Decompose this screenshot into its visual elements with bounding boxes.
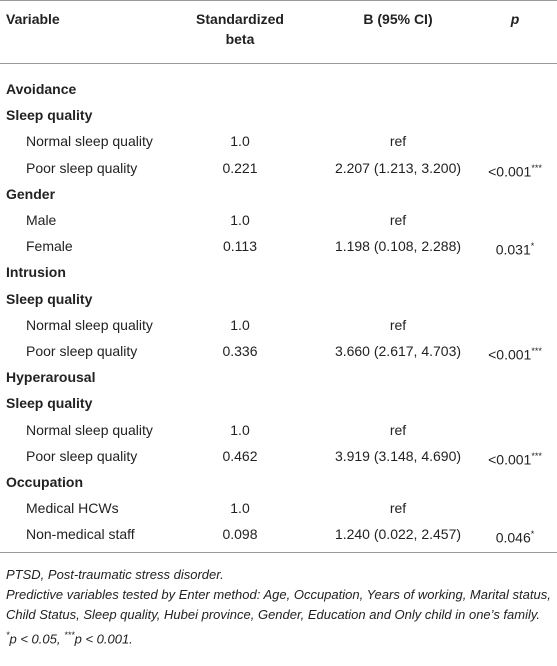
cell: 1.198 (0.108, 2.288) [334,238,462,255]
cell-note: *** [531,346,542,356]
table-row: Avoidance [0,76,557,102]
footnote-text: p < 0.001. [74,631,133,647]
header-line: Standardized [196,11,284,27]
subgroup-title: Sleep quality [6,395,93,412]
table-row: Sleep quality [0,286,557,312]
cell: ref [389,212,407,228]
cell: <0.001*** [478,443,552,473]
cell: 2.207 (1.213, 3.200) [334,159,462,176]
cell: 1.0 [230,212,250,228]
rule [0,552,557,553]
cell: <0.001*** [478,155,552,185]
table-row: Normal sleep quality 1.0 ref [0,417,557,443]
table-row: Normal sleep quality 1.0 ref [0,128,557,154]
footnote: Predictive variables tested by Enter met… [6,587,551,622]
table-row: Female 0.113 1.198 (0.108, 2.288) 0.031* [0,233,557,259]
cell: ref [389,421,407,438]
table-row: Non-medical staff 0.098 1.240 (0.022, 2.45… [0,521,557,547]
cell: ref [389,316,407,333]
footnote-text: p < 0.05, [9,631,65,647]
cell: 0.113 [223,238,257,255]
cell: 1.0 [230,421,250,438]
cell: 0.046* [478,521,552,551]
cell-text: <0.001 [488,163,532,180]
table-row: Medical HCWs 1.0 ref [0,495,557,521]
cell: Medical HCWs [26,500,119,517]
cell-text: 0.046 [495,530,531,547]
header-cell: Standardized beta [190,9,290,49]
cell-note: *** [531,162,542,173]
footnotes: PTSD, Post-traumatic stress disorder. Pr… [6,565,554,649]
cell: Normal sleep quality [26,421,153,438]
cell-note: * [530,241,535,252]
subgroup-title: Sleep quality [6,290,93,307]
group-title: Hyperarousal [6,369,96,386]
cell: 1.240 (0.022, 2.457) [334,526,462,543]
header-cell: p [510,11,520,27]
cell-note: *** [531,450,542,461]
header-cell: Variable [6,11,60,27]
table-row: Intrusion [0,259,557,285]
footnote: PTSD, Post-traumatic stress disorder. [6,567,224,582]
table-row: Normal sleep quality 1.0 ref [0,312,557,338]
cell-text: <0.001 [488,451,532,468]
table-row: Sleep quality [0,390,557,416]
cell: Normal sleep quality [26,316,153,333]
cell: Poor sleep quality [26,159,138,176]
footnote: *p < 0.05, ***p < 0.001. [6,625,554,649]
subgroup-title: Occupation [6,474,84,490]
header-line: beta [225,31,255,47]
table-row: Sleep quality [0,102,557,128]
group-title: Intrusion [6,264,66,281]
cell: 0.336 [222,343,258,359]
table-row: Poor sleep quality 0.462 3.919 (3.148, 4.6… [0,443,557,469]
group-title: Avoidance [6,81,77,97]
footnote-marker: * [6,630,10,640]
cell: 1.0 [230,500,250,517]
table-row: Poor sleep quality 0.221 2.207 (1.213, 3.2… [0,155,557,181]
cell-text: 0.031 [495,241,531,258]
cell: 3.660 (2.617, 4.703) [334,343,462,359]
cell: 0.098 [222,526,258,543]
table-row: Hyperarousal [0,364,557,390]
cell-text: <0.001 [488,346,532,363]
cell-note: * [530,529,535,540]
cell: Normal sleep quality [26,133,153,150]
table-row: Gender [0,181,557,207]
table-row: Occupation [0,469,557,495]
cell: 1.0 [230,316,250,333]
cell: ref [389,500,407,517]
cell: 3.919 (3.148, 4.690) [334,447,462,464]
cell: Non-medical staff [26,526,135,543]
cell: 0.221 [222,159,258,176]
cell: Male [26,212,57,228]
table-row: Male 1.0 ref [0,207,557,233]
cell: 0.462 [222,447,258,464]
cell: ref [389,133,407,150]
cell: Female [26,238,73,255]
header-cell: B (95% CI) [363,11,433,27]
cell: Poor sleep quality [26,343,138,359]
table-header: Variable Standardized beta B (95% CI) p [0,0,557,64]
table-row: Poor sleep quality 0.336 3.660 (2.617, 4.7… [0,338,557,364]
cell: <0.001*** [478,338,552,368]
cell: 1.0 [230,133,250,150]
footnote-marker: *** [64,630,75,640]
subgroup-title: Gender [6,185,56,202]
subgroup-title: Sleep quality [6,107,93,124]
cell: Poor sleep quality [26,447,138,464]
cell: 0.031* [478,233,552,263]
